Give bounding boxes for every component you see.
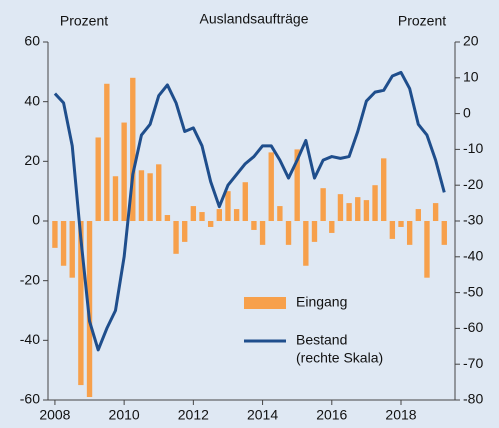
y-tick-label: 20 — [24, 152, 40, 168]
y2-tick-label: -80 — [463, 391, 483, 407]
bar — [259, 221, 266, 245]
bar — [78, 221, 84, 386]
bar — [372, 185, 378, 221]
bar — [199, 212, 205, 221]
bar — [121, 122, 127, 221]
bar — [164, 215, 171, 221]
bar — [389, 221, 396, 239]
y-tick-label: 60 — [24, 33, 40, 49]
bar — [398, 221, 404, 227]
y2-tick-label: -40 — [463, 248, 483, 264]
bar — [320, 188, 326, 221]
bar — [112, 176, 119, 221]
y-tick-label: -60 — [20, 391, 40, 407]
bar — [147, 173, 153, 221]
y2-tick-label: -60 — [463, 319, 483, 335]
bar — [225, 191, 231, 221]
bar — [311, 221, 318, 242]
y-tick-label: 40 — [24, 92, 40, 108]
bar — [355, 197, 361, 221]
y-tick-label: -20 — [20, 271, 40, 287]
y2-tick-label: -10 — [463, 140, 483, 156]
bar — [156, 164, 162, 221]
x-tick-label: 2012 — [178, 407, 209, 423]
legend-label: Bestand — [296, 332, 347, 348]
y2-tick-label: 10 — [463, 69, 479, 85]
legend-swatch — [244, 297, 286, 309]
chart-title: Auslandsaufträge — [200, 11, 309, 27]
bar — [242, 182, 248, 221]
bar — [363, 200, 370, 221]
legend-label: Eingang — [296, 294, 347, 310]
bar — [130, 77, 136, 221]
legend-note: (rechte Skala) — [296, 350, 383, 366]
y2-tick-label: -20 — [463, 176, 483, 192]
bar — [104, 83, 110, 222]
bar — [346, 203, 352, 221]
bar — [216, 209, 222, 221]
bar — [268, 152, 274, 221]
bar — [424, 221, 430, 278]
y2-tick-label: -70 — [463, 355, 483, 371]
bar — [60, 221, 67, 266]
bar — [251, 221, 257, 230]
bar — [233, 209, 240, 221]
y2-tick-label: -30 — [463, 212, 483, 228]
y-tick-label: 0 — [32, 212, 40, 228]
bar — [182, 221, 188, 242]
y2-tick-label: 0 — [463, 104, 471, 120]
bar — [337, 194, 344, 221]
bar — [303, 221, 309, 266]
bar — [52, 221, 58, 248]
bar — [207, 221, 214, 227]
x-tick-label: 2008 — [39, 407, 70, 423]
bar — [406, 221, 413, 245]
x-tick-label: 2018 — [385, 407, 416, 423]
y2-axis-label: Prozent — [398, 13, 446, 29]
bar — [432, 203, 439, 221]
bar — [329, 221, 335, 233]
x-tick-label: 2014 — [247, 407, 278, 423]
bar — [381, 158, 387, 221]
y-tick-label: -40 — [20, 331, 40, 347]
bar — [69, 221, 75, 278]
y2-tick-label: -50 — [463, 283, 483, 299]
bar — [441, 221, 447, 245]
bar — [277, 206, 283, 221]
bar — [95, 137, 101, 221]
bar — [190, 206, 197, 221]
x-tick-label: 2016 — [316, 407, 347, 423]
bar — [285, 221, 292, 245]
bar — [173, 221, 179, 254]
line — [53, 70, 446, 352]
y2-tick-label: 20 — [463, 33, 479, 49]
bar — [294, 149, 300, 221]
x-tick-label: 2010 — [109, 407, 140, 423]
bar — [138, 170, 145, 221]
bar — [415, 209, 421, 221]
y-axis-label: Prozent — [60, 13, 108, 29]
